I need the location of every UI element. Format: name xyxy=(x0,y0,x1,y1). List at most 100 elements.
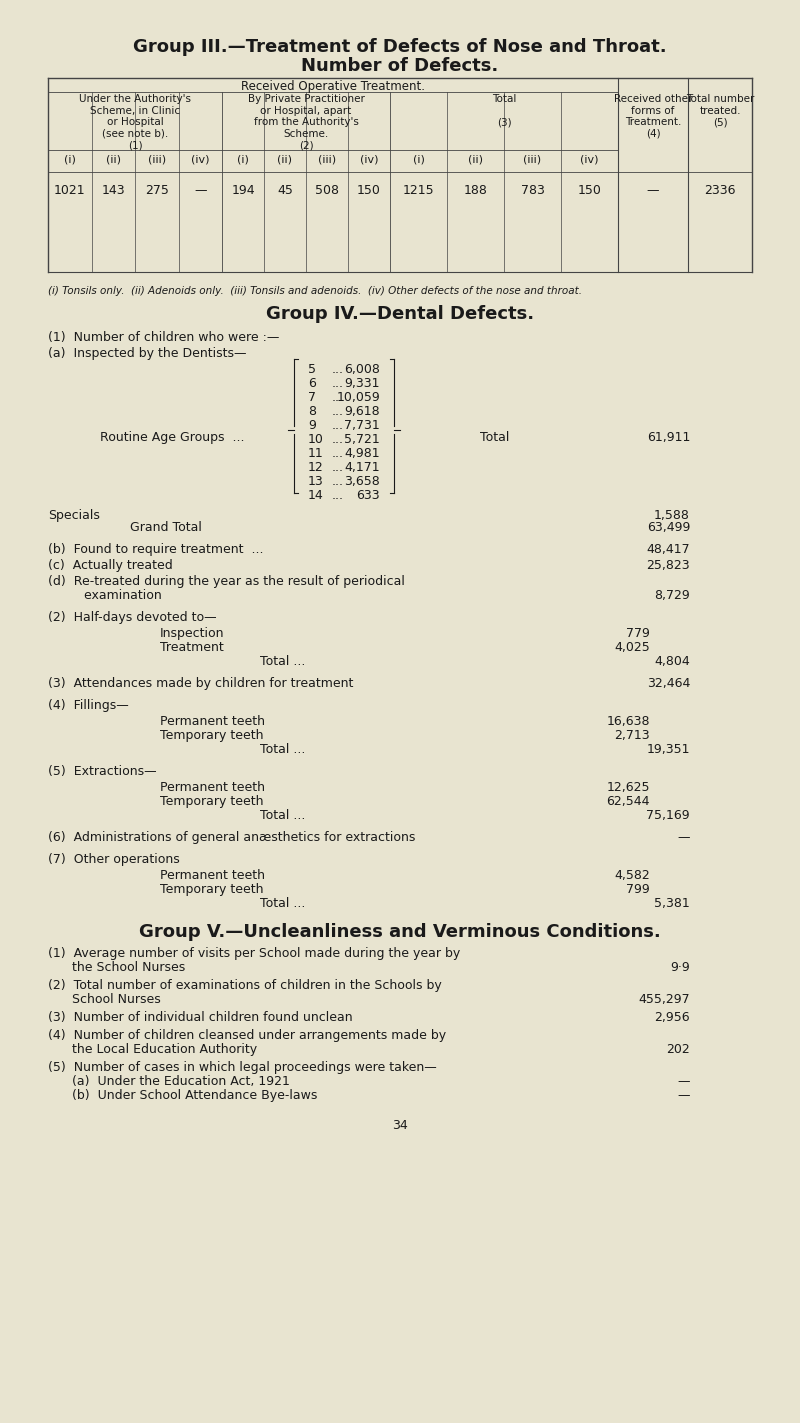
Text: 9,618: 9,618 xyxy=(344,406,380,418)
Text: ...: ... xyxy=(332,418,344,433)
Text: 10: 10 xyxy=(308,433,324,445)
Text: 19,351: 19,351 xyxy=(646,743,690,756)
Text: Under the Authority's
Scheme, in Clinic
or Hospital
(see note b).
(1): Under the Authority's Scheme, in Clinic … xyxy=(79,94,191,151)
Text: Specials: Specials xyxy=(48,509,100,522)
Text: Total ...: Total ... xyxy=(260,896,306,909)
Text: 12: 12 xyxy=(308,461,324,474)
Text: 4,981: 4,981 xyxy=(344,447,380,460)
Text: 150: 150 xyxy=(578,184,602,196)
Text: Inspection: Inspection xyxy=(160,628,225,640)
Text: (2)  Half-days devoted to—: (2) Half-days devoted to— xyxy=(48,610,217,625)
Text: 1,588: 1,588 xyxy=(654,509,690,522)
Text: ...: ... xyxy=(332,447,344,460)
Text: 779: 779 xyxy=(626,628,650,640)
Text: 4,025: 4,025 xyxy=(614,640,650,655)
Text: 62,544: 62,544 xyxy=(606,795,650,808)
Text: Grand Total: Grand Total xyxy=(130,521,202,534)
Text: (iii): (iii) xyxy=(523,154,542,164)
Text: 783: 783 xyxy=(521,184,545,196)
Text: (b)  Under School Attendance Bye-laws: (b) Under School Attendance Bye-laws xyxy=(48,1089,318,1101)
Text: ...: ... xyxy=(332,363,344,376)
Text: (iv): (iv) xyxy=(191,154,210,164)
Text: (i): (i) xyxy=(413,154,425,164)
Text: 9·9: 9·9 xyxy=(670,961,690,973)
Text: ...: ... xyxy=(332,377,344,390)
Text: 9,331: 9,331 xyxy=(345,377,380,390)
Text: Group IV.—Dental Defects.: Group IV.—Dental Defects. xyxy=(266,305,534,323)
Text: Temporary teeth: Temporary teeth xyxy=(160,729,263,741)
Text: (5)  Extractions—: (5) Extractions— xyxy=(48,766,157,778)
Text: (i): (i) xyxy=(237,154,249,164)
Text: 2,713: 2,713 xyxy=(614,729,650,741)
Text: (iii): (iii) xyxy=(318,154,336,164)
Text: (iv): (iv) xyxy=(360,154,378,164)
Text: Permanent teeth: Permanent teeth xyxy=(160,714,265,729)
Text: the Local Education Authority: the Local Education Authority xyxy=(48,1043,257,1056)
Text: 4,171: 4,171 xyxy=(344,461,380,474)
Text: ...: ... xyxy=(332,391,344,404)
Text: 2,956: 2,956 xyxy=(654,1010,690,1025)
Text: 202: 202 xyxy=(666,1043,690,1056)
Text: (a)  Inspected by the Dentists—: (a) Inspected by the Dentists— xyxy=(48,347,246,360)
Text: 48,417: 48,417 xyxy=(646,544,690,556)
Text: Group III.—Treatment of Defects of Nose and Throat.: Group III.—Treatment of Defects of Nose … xyxy=(133,38,667,55)
Text: Permanent teeth: Permanent teeth xyxy=(160,869,265,882)
Text: Group V.—Uncleanliness and Verminous Conditions.: Group V.—Uncleanliness and Verminous Con… xyxy=(139,924,661,941)
Text: 5: 5 xyxy=(308,363,316,376)
Text: (3)  Number of individual children found unclean: (3) Number of individual children found … xyxy=(48,1010,353,1025)
Text: (d)  Re-treated during the year as the result of periodical: (d) Re-treated during the year as the re… xyxy=(48,575,405,588)
Text: 61,911: 61,911 xyxy=(646,431,690,444)
Text: —: — xyxy=(678,1074,690,1089)
Text: 4,582: 4,582 xyxy=(614,869,650,882)
Text: 4,804: 4,804 xyxy=(654,655,690,667)
Text: By Private Practitioner
or Hospital, apart
from the Authority's
Scheme.
(2): By Private Practitioner or Hospital, apa… xyxy=(247,94,365,151)
Text: 2336: 2336 xyxy=(704,184,736,196)
Text: ...: ... xyxy=(332,433,344,445)
Text: (ii): (ii) xyxy=(278,154,293,164)
Text: Total

(3): Total (3) xyxy=(492,94,516,127)
Text: (c)  Actually treated: (c) Actually treated xyxy=(48,559,173,572)
Text: 6,008: 6,008 xyxy=(344,363,380,376)
Text: 194: 194 xyxy=(231,184,255,196)
Text: 8: 8 xyxy=(308,406,316,418)
Text: 75,169: 75,169 xyxy=(646,810,690,822)
Text: 63,499: 63,499 xyxy=(646,521,690,534)
Text: ...: ... xyxy=(332,406,344,418)
Text: Treatment: Treatment xyxy=(160,640,224,655)
Text: ...: ... xyxy=(332,475,344,488)
Text: (1)  Number of children who were :—: (1) Number of children who were :— xyxy=(48,332,279,344)
Text: Routine Age Groups  ...: Routine Age Groups ... xyxy=(100,431,245,444)
Text: ...: ... xyxy=(332,490,344,502)
Text: Number of Defects.: Number of Defects. xyxy=(302,57,498,75)
Text: 633: 633 xyxy=(356,490,380,502)
Text: 5,721: 5,721 xyxy=(344,433,380,445)
Text: (6)  Administrations of general anæsthetics for extractions: (6) Administrations of general anæstheti… xyxy=(48,831,415,844)
Text: 275: 275 xyxy=(145,184,169,196)
Text: 34: 34 xyxy=(392,1118,408,1133)
Text: 13: 13 xyxy=(308,475,324,488)
Text: (5)  Number of cases in which legal proceedings were taken—: (5) Number of cases in which legal proce… xyxy=(48,1062,437,1074)
Text: (iv): (iv) xyxy=(580,154,598,164)
Text: —: — xyxy=(678,1089,690,1101)
Text: Permanent teeth: Permanent teeth xyxy=(160,781,265,794)
Text: (i) Tonsils only.  (ii) Adenoids only.  (iii) Tonsils and adenoids.  (iv) Other : (i) Tonsils only. (ii) Adenoids only. (i… xyxy=(48,286,582,296)
Text: —: — xyxy=(646,184,659,196)
Text: 11: 11 xyxy=(308,447,324,460)
Text: Received Operative Treatment.: Received Operative Treatment. xyxy=(241,80,425,92)
Text: 9: 9 xyxy=(308,418,316,433)
Text: 150: 150 xyxy=(357,184,381,196)
Text: (iii): (iii) xyxy=(148,154,166,164)
Text: (b)  Found to require treatment  ...: (b) Found to require treatment ... xyxy=(48,544,263,556)
Text: ...: ... xyxy=(332,461,344,474)
Text: (ii): (ii) xyxy=(468,154,483,164)
Text: Temporary teeth: Temporary teeth xyxy=(160,884,263,896)
Text: 6: 6 xyxy=(308,377,316,390)
Text: Received other
forms of
Treatment.
(4): Received other forms of Treatment. (4) xyxy=(614,94,692,139)
Text: 188: 188 xyxy=(463,184,487,196)
Text: 1021: 1021 xyxy=(54,184,86,196)
Text: 12,625: 12,625 xyxy=(606,781,650,794)
Text: examination: examination xyxy=(48,589,162,602)
Text: 508: 508 xyxy=(315,184,339,196)
Text: Total ...: Total ... xyxy=(260,743,306,756)
Text: 7,731: 7,731 xyxy=(344,418,380,433)
